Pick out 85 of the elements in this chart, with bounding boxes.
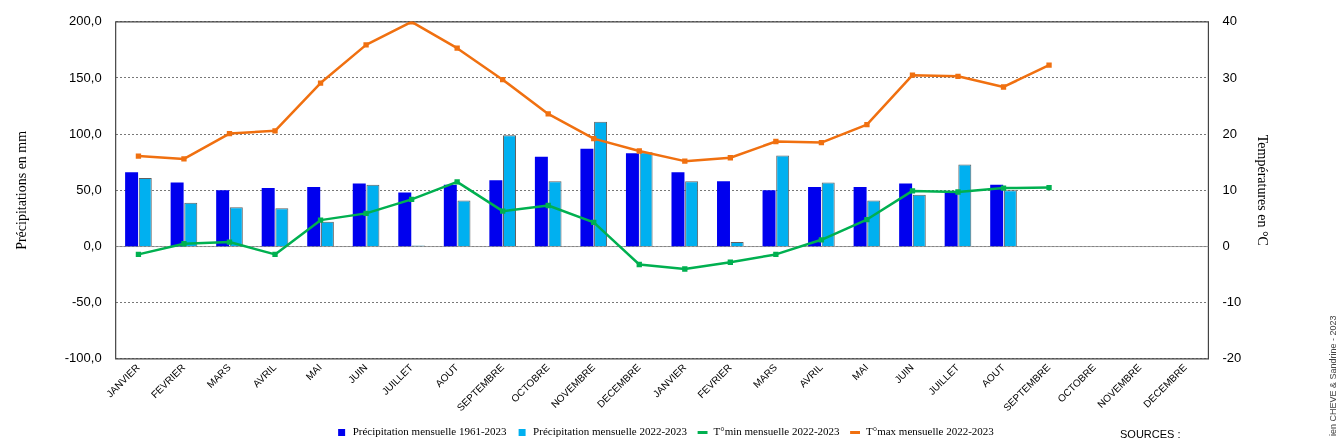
- point: [864, 216, 870, 223]
- bar: [944, 191, 958, 247]
- legend-label: Précipitation mensuelle 2022-2023: [533, 425, 688, 438]
- point: [864, 121, 870, 128]
- y2-axis-title: Températures en °C: [1254, 134, 1270, 246]
- bar: [808, 186, 822, 247]
- bar: [534, 156, 548, 247]
- bar: [352, 183, 366, 247]
- point: [226, 239, 233, 245]
- point: [818, 139, 825, 146]
- point: [909, 72, 916, 78]
- y-axis-title: Précipitations en mm: [14, 130, 30, 250]
- point: [955, 189, 961, 195]
- point: [1000, 185, 1007, 191]
- point: [591, 136, 597, 142]
- point: [955, 73, 961, 79]
- y2-tick-label: 30: [1222, 69, 1237, 85]
- point: [181, 241, 187, 247]
- x-tick-label: MAI: [303, 361, 324, 383]
- point: [135, 251, 142, 258]
- y2-tick-label: 40: [1222, 13, 1237, 29]
- bar: [990, 184, 1004, 247]
- y2-tick-label: 0: [1222, 238, 1230, 254]
- point: [454, 179, 460, 185]
- y-tick-label: -50,0: [72, 294, 102, 310]
- legend-label: T°max mensuelle 2022-2023: [866, 425, 995, 438]
- point: [1046, 184, 1052, 191]
- point: [317, 80, 324, 86]
- y2-tick-label: -10: [1222, 294, 1242, 310]
- legend-label: Précipitation mensuelle 1961-2023: [352, 425, 508, 438]
- bar: [443, 184, 457, 247]
- bar: [307, 186, 321, 247]
- point: [363, 42, 369, 48]
- y2-tick-label: -20: [1222, 350, 1242, 366]
- point: [682, 158, 688, 164]
- bar: [899, 183, 913, 247]
- bar: [261, 188, 275, 247]
- point: [773, 251, 779, 258]
- y-tick-label: -100,0: [64, 350, 102, 366]
- point: [272, 128, 278, 134]
- y-tick-label: 0,0: [83, 238, 102, 254]
- point: [545, 111, 551, 117]
- point: [636, 261, 642, 268]
- legend-label: T°min mensuelle 2022-2023: [713, 425, 841, 438]
- point: [682, 266, 688, 272]
- bar: [762, 190, 776, 247]
- x-tick-label: MAI: [849, 361, 871, 383]
- bar: [853, 186, 867, 247]
- source-note: SOURCES :: [1120, 428, 1181, 440]
- bar: [717, 181, 730, 247]
- bar: [489, 180, 503, 247]
- point: [636, 148, 642, 154]
- point: [818, 237, 825, 243]
- point: [1046, 62, 1052, 68]
- point: [317, 217, 324, 223]
- point: [1000, 84, 1007, 90]
- bar: [671, 172, 685, 247]
- point: [272, 251, 278, 258]
- bar: [216, 190, 230, 247]
- point: [135, 153, 142, 159]
- point: [408, 196, 415, 202]
- bar: [580, 148, 594, 247]
- point: [591, 219, 597, 226]
- point: [363, 210, 369, 217]
- point: [500, 77, 506, 83]
- text: ien CHEVE & Sandrine - 2023: [1328, 315, 1338, 436]
- bar: [125, 172, 139, 247]
- y2-tick-label: 20: [1222, 125, 1237, 141]
- bar: [625, 153, 639, 247]
- y2-tick-label: 10: [1222, 181, 1237, 197]
- point: [226, 130, 233, 137]
- point: [181, 156, 187, 162]
- bar: [170, 182, 184, 247]
- y-tick-label: 100,0: [69, 125, 102, 141]
- point: [545, 202, 551, 209]
- point: [773, 138, 779, 145]
- bar: [398, 192, 412, 247]
- point: [727, 155, 733, 161]
- y-tick-label: 150,0: [69, 69, 102, 85]
- point: [727, 259, 733, 265]
- point: [909, 188, 916, 194]
- y-tick-label: 200,0: [69, 13, 102, 29]
- y-tick-label: 50,0: [76, 181, 102, 197]
- point: [500, 208, 506, 214]
- point: [454, 45, 460, 51]
